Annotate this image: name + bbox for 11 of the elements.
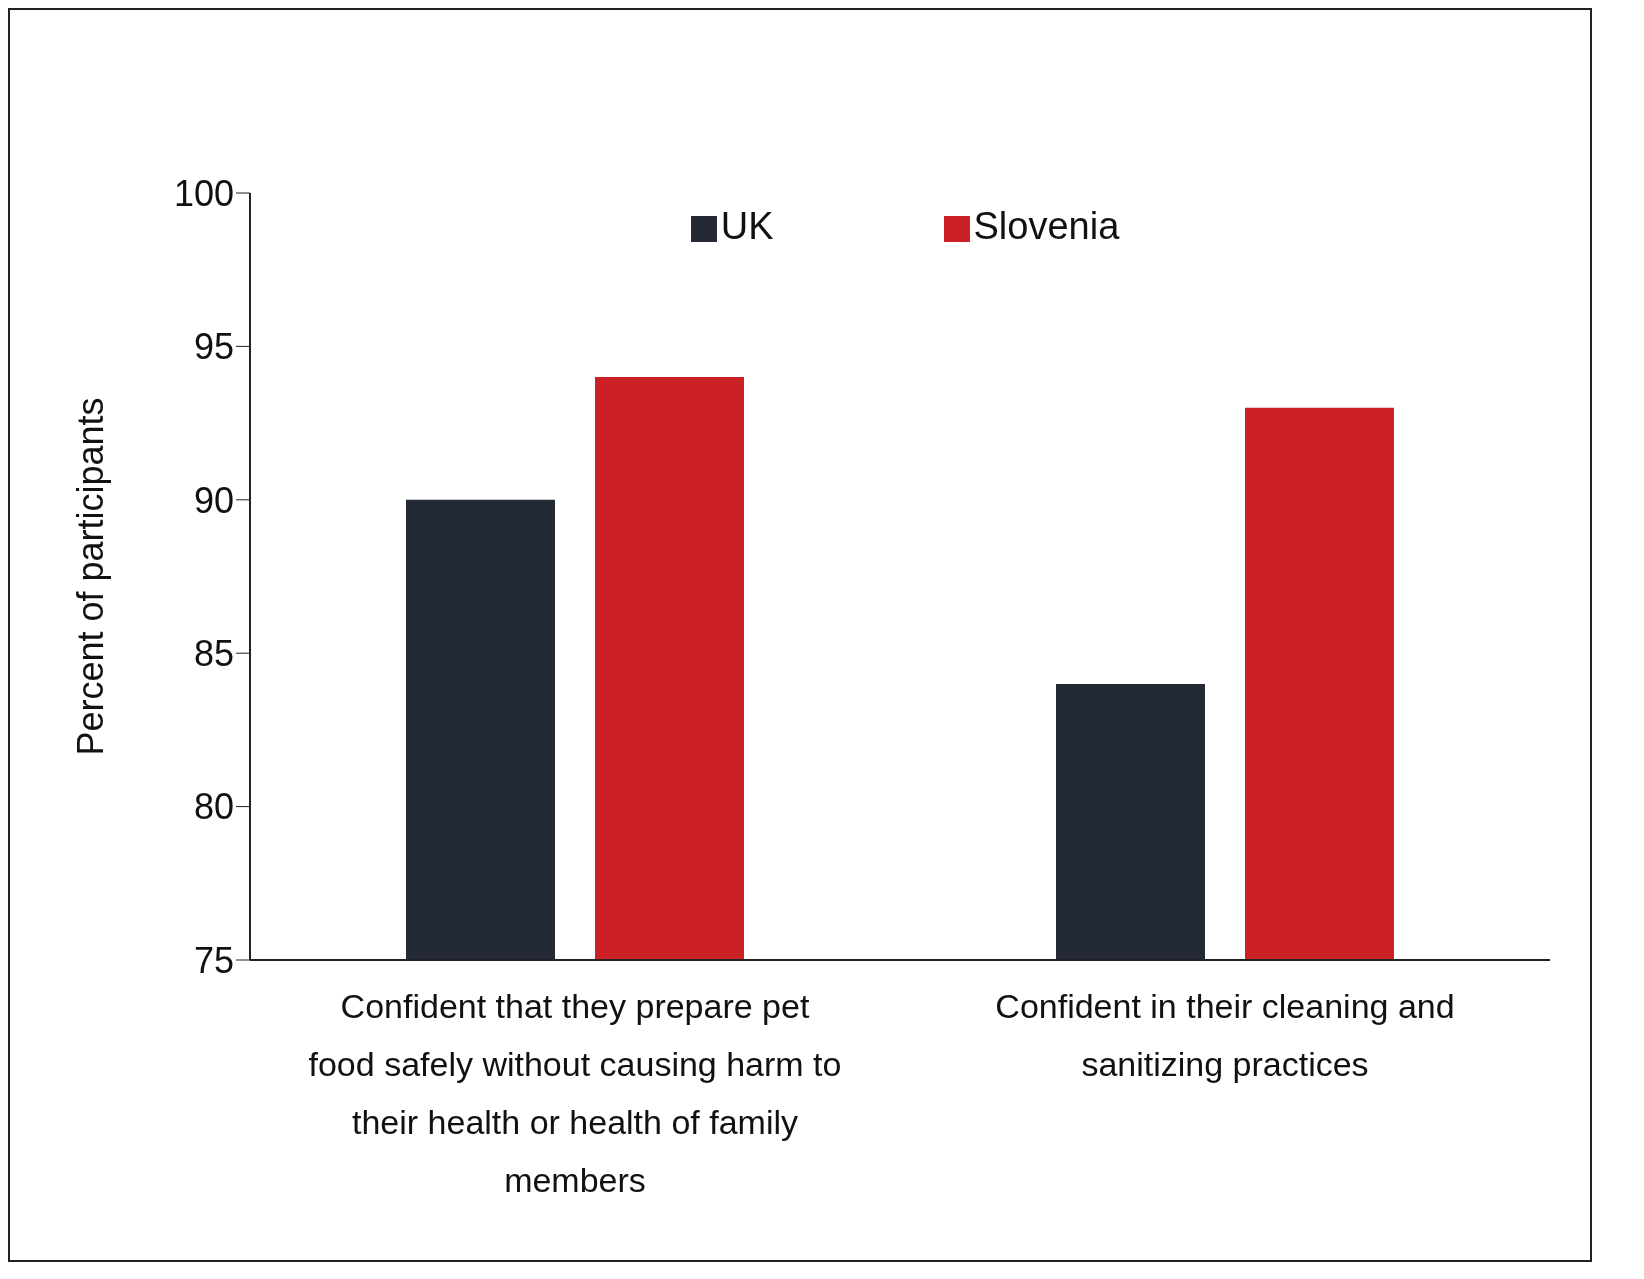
y-tick-label: 100: [173, 172, 234, 214]
x-tick-label: Confident in their cleaning and sanitizing practices: [995, 987, 1455, 1083]
y-tick-label: 80: [193, 786, 234, 828]
y-tick-label: 85: [193, 632, 234, 674]
y-tick-label: 95: [193, 326, 234, 368]
legend-label: UK: [720, 205, 774, 247]
y-tick-label: 90: [193, 479, 234, 521]
y-axis-title: Percent of participants: [69, 397, 111, 756]
y-tick-label: 75: [193, 939, 234, 981]
x-tick-label: Confident that they prepare pet food safely without causing harm to their health or health of family members: [308, 987, 842, 1199]
legend-label: Slovenia: [973, 205, 1120, 247]
